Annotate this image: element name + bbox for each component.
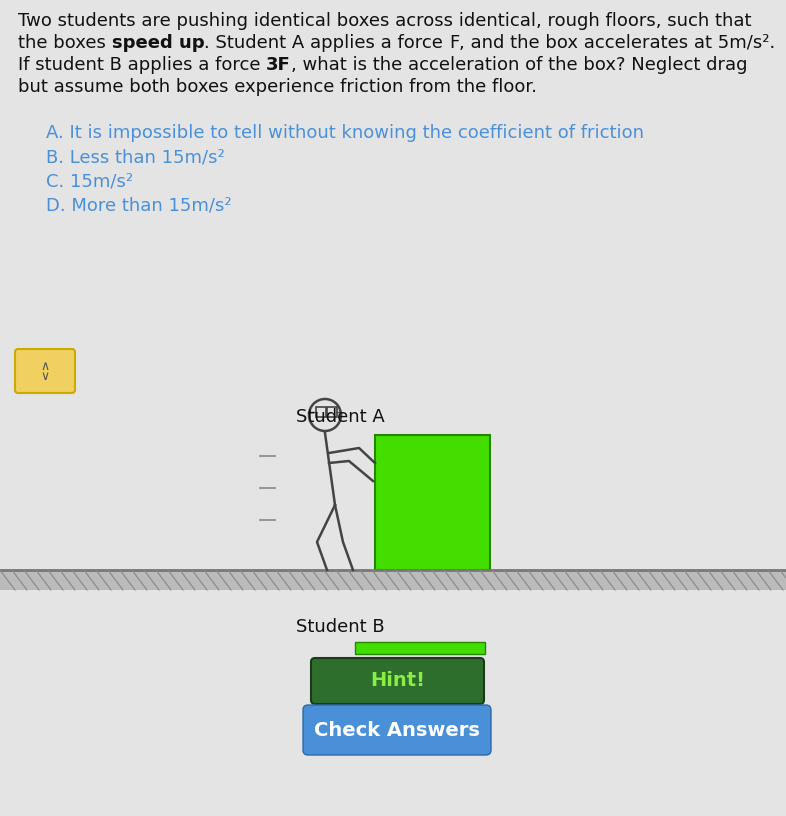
Bar [327,407,337,417]
FancyBboxPatch shape [15,349,75,393]
Text: Student B: Student B [296,618,384,636]
Text: , and the box accelerates at 5m/s².: , and the box accelerates at 5m/s². [459,34,775,52]
Text: A. It is impossible to tell without knowing the coefficient of friction: A. It is impossible to tell without know… [46,124,644,142]
Text: Check Answers: Check Answers [314,721,480,739]
Text: but assume both boxes experience friction from the floor.: but assume both boxes experience frictio… [18,78,537,96]
Bar [0,570,786,590]
Bar [355,642,485,654]
Text: If student B applies a force: If student B applies a force [18,56,266,74]
Text: D. More than 15m/s²: D. More than 15m/s² [46,196,232,214]
FancyBboxPatch shape [303,705,491,755]
Text: . Student A applies a force: . Student A applies a force [204,34,449,52]
Text: B. Less than 15m/s²: B. Less than 15m/s² [46,148,225,166]
Text: ∧: ∧ [40,360,50,372]
Text: 3F: 3F [266,56,291,74]
Text: speed up: speed up [112,34,204,52]
Text: ∨: ∨ [40,370,50,383]
Text: , what is the acceleration of the box? Neglect drag: , what is the acceleration of the box? N… [291,56,747,74]
Text: C. 15m/s²: C. 15m/s² [46,172,133,190]
Text: the boxes: the boxes [18,34,112,52]
Text: Student A: Student A [296,408,384,426]
Text: F: F [449,34,459,52]
Bar [375,435,490,570]
Text: Hint!: Hint! [370,672,425,690]
Text: Two students are pushing identical boxes across identical, rough floors, such th: Two students are pushing identical boxes… [18,12,751,30]
Bar [316,407,326,417]
FancyBboxPatch shape [311,658,484,704]
